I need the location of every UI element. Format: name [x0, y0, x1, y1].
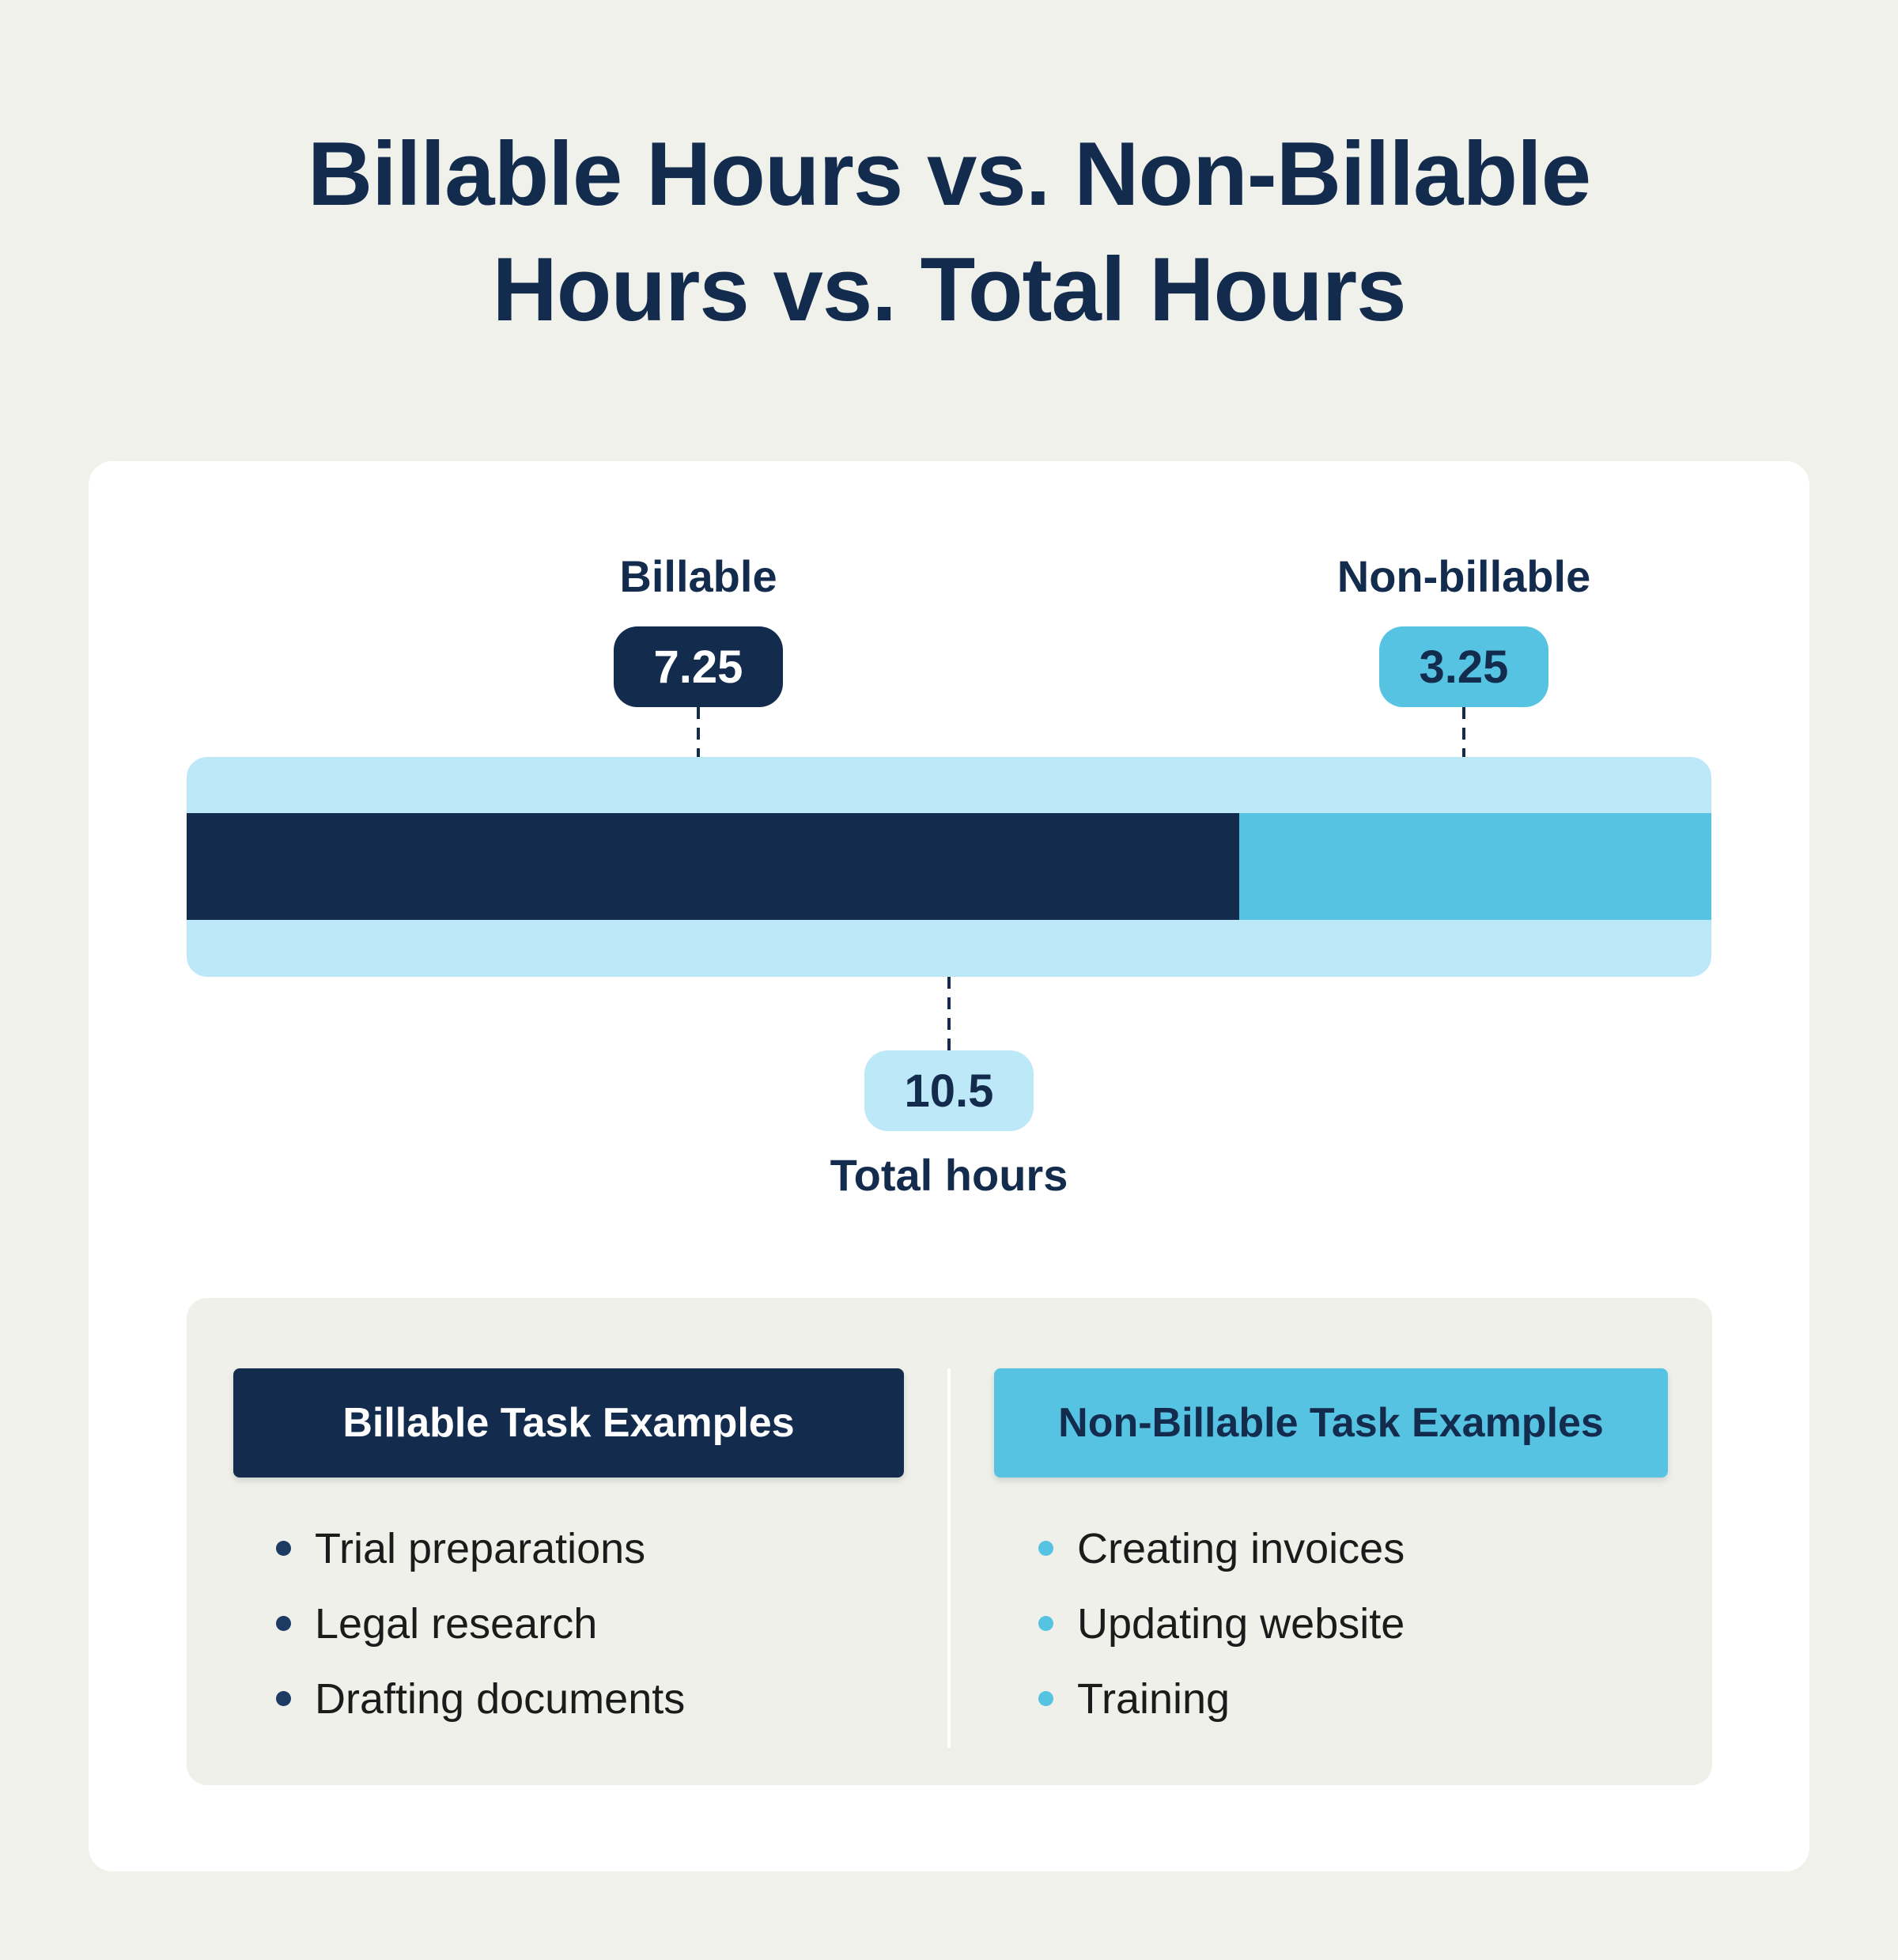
task-text: Training [1077, 1674, 1231, 1723]
total-value-badge: 10.5 [864, 1050, 1034, 1131]
nonbillable-tasks-header-text: Non-Billable Task Examples [1058, 1400, 1604, 1446]
task-text: Creating invoices [1077, 1524, 1405, 1572]
bullet-dot-icon [276, 1691, 291, 1706]
task-text: Legal research [315, 1599, 598, 1648]
task-examples-panel: Billable Task Examples Non-Billable Task… [187, 1298, 1712, 1785]
nonbillable-value-badge: 3.25 [1379, 626, 1548, 707]
list-item: Legal research [276, 1586, 685, 1661]
total-connector-dashed-line [947, 977, 951, 1050]
total-value: 10.5 [904, 1065, 994, 1117]
page-title-line1: Billable Hours vs. Non-Billable [307, 124, 1591, 225]
page-title: Billable Hours vs. Non-Billable Hours vs… [0, 117, 1898, 348]
bullet-dot-icon [276, 1541, 291, 1556]
bar-segment-billable [187, 813, 1240, 920]
bullet-dot-icon [1038, 1691, 1053, 1706]
bullet-dot-icon [1038, 1616, 1053, 1631]
bullet-dot-icon [1038, 1541, 1053, 1556]
list-item: Training [1038, 1661, 1405, 1736]
total-hours-label: Total hours [830, 1150, 1068, 1200]
chart-card: Billable Non-billable 7.25 3.25 10.5 Tot… [89, 461, 1809, 1871]
billable-tasks-header-text: Billable Task Examples [342, 1400, 795, 1446]
task-text: Trial preparations [315, 1524, 646, 1572]
list-item: Trial preparations [276, 1511, 685, 1586]
nonbillable-task-list: Creating invoices Updating website Train… [1038, 1511, 1405, 1736]
stacked-bar [187, 813, 1711, 920]
nonbillable-value: 3.25 [1419, 641, 1509, 693]
page-title-line2: Hours vs. Total Hours [492, 239, 1406, 340]
bar-segment-nonbillable [1239, 813, 1711, 920]
billable-task-list: Trial preparations Legal research Drafti… [276, 1511, 685, 1736]
nonbillable-tasks-header: Non-Billable Task Examples [994, 1368, 1668, 1478]
billable-value-badge: 7.25 [614, 626, 783, 707]
billable-value: 7.25 [653, 641, 743, 693]
list-item: Creating invoices [1038, 1511, 1405, 1586]
bullet-dot-icon [276, 1616, 291, 1631]
task-text: Drafting documents [315, 1674, 686, 1723]
task-text: Updating website [1077, 1599, 1405, 1648]
total-hours-bar-track [187, 757, 1711, 977]
billable-label: Billable [619, 551, 777, 601]
nonbillable-label: Non-billable [1337, 551, 1591, 601]
list-item: Drafting documents [276, 1661, 685, 1736]
column-divider [947, 1368, 951, 1748]
list-item: Updating website [1038, 1586, 1405, 1661]
billable-tasks-header: Billable Task Examples [233, 1368, 904, 1478]
